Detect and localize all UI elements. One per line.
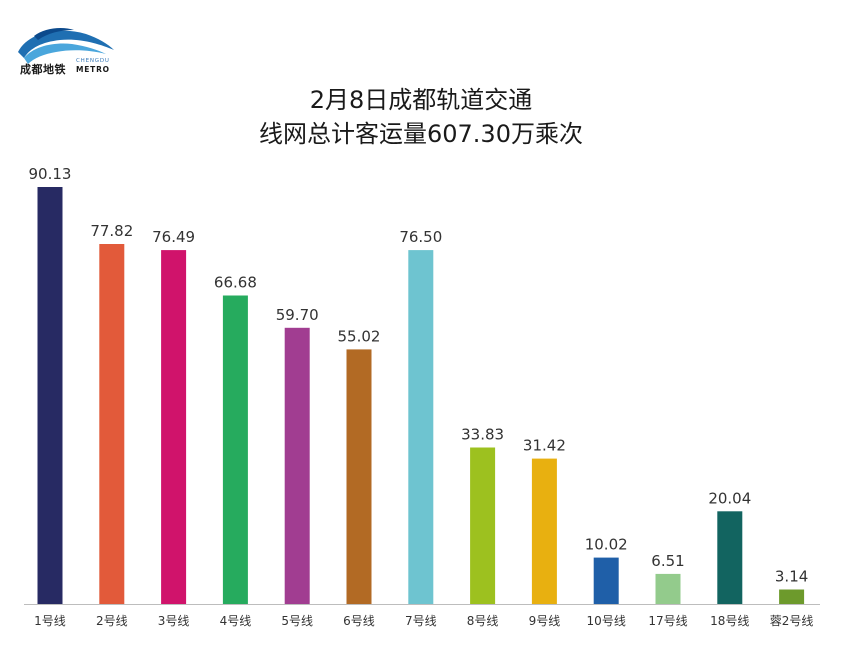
x-tick-label-5: 5号线 <box>281 614 313 628</box>
logo-name: 成都地铁 <box>20 63 66 76</box>
data-label-8: 33.83 <box>461 426 504 444</box>
bar-2 <box>99 244 125 604</box>
x-tick-label-13: 蓉2号线 <box>770 614 814 628</box>
bar-1 <box>37 187 63 604</box>
data-label-7: 76.50 <box>399 228 442 246</box>
x-tick-label-4: 4号线 <box>220 614 252 628</box>
bar-13 <box>779 589 805 604</box>
bar-12 <box>717 511 743 604</box>
data-label-3: 76.49 <box>152 228 195 246</box>
bar-11 <box>655 573 681 604</box>
bar-10 <box>593 557 619 604</box>
bar-3 <box>161 250 187 604</box>
x-tick-label-2: 2号线 <box>96 614 128 628</box>
bar-6 <box>346 349 372 604</box>
data-label-10: 10.02 <box>585 536 628 554</box>
data-label-5: 59.70 <box>276 306 319 324</box>
x-tick-label-7: 7号线 <box>405 614 437 628</box>
bar-4 <box>222 295 248 604</box>
bar-7 <box>408 250 434 604</box>
logo-en-top: CHENGDU <box>76 58 110 64</box>
data-label-12: 20.04 <box>708 489 751 507</box>
x-tick-label-12: 18号线 <box>710 614 749 628</box>
x-tick-label-6: 6号线 <box>343 614 375 628</box>
data-label-2: 77.82 <box>90 222 133 240</box>
x-tick-label-8: 8号线 <box>467 614 499 628</box>
data-label-1: 90.13 <box>29 165 72 183</box>
chart-title-line1: 2月8日成都轨道交通 <box>309 86 533 114</box>
x-tick-label-11: 17号线 <box>648 614 687 628</box>
chengdu-metro-logo-icon <box>18 28 114 64</box>
data-label-6: 55.02 <box>338 327 381 345</box>
bar-5 <box>284 327 310 604</box>
data-label-9: 31.42 <box>523 437 566 455</box>
chart-title-line2: 线网总计客运量607.30万乘次 <box>259 120 583 148</box>
logo-en-bottom: METRO <box>76 65 110 74</box>
data-label-13: 3.14 <box>775 568 808 586</box>
x-tick-label-10: 10号线 <box>587 614 626 628</box>
data-label-4: 66.68 <box>214 274 257 292</box>
bar-8 <box>470 447 496 604</box>
x-tick-label-9: 9号线 <box>529 614 561 628</box>
x-tick-label-3: 3号线 <box>158 614 190 628</box>
bar-9 <box>531 458 557 604</box>
x-tick-label-1: 1号线 <box>34 614 66 628</box>
data-label-11: 6.51 <box>651 552 684 570</box>
